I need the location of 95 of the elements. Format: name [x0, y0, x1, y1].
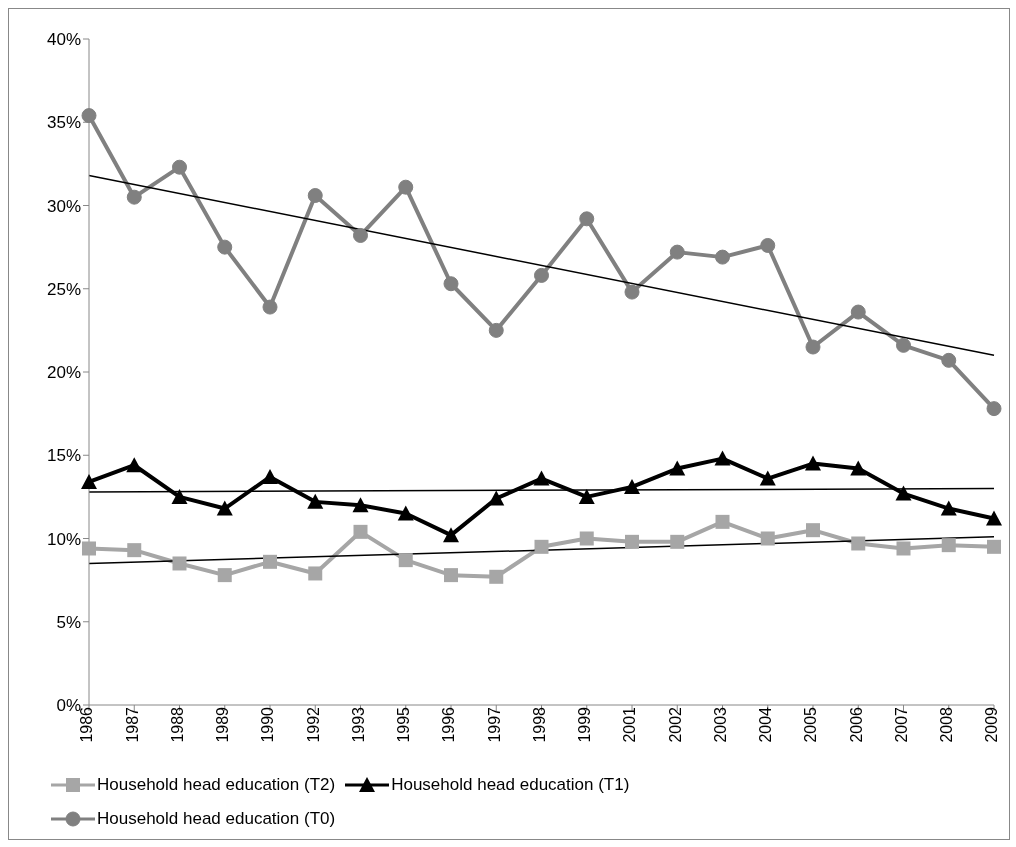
x-tick-label: 1998 — [530, 706, 548, 743]
point — [715, 249, 730, 265]
point — [217, 239, 233, 255]
point — [624, 478, 640, 494]
point — [805, 455, 821, 471]
point — [896, 541, 911, 556]
point — [82, 541, 96, 556]
point — [398, 553, 413, 568]
x-tick-label: 1997 — [485, 706, 503, 743]
point — [489, 569, 504, 584]
x-tick-label: 2004 — [757, 706, 775, 743]
point — [759, 470, 776, 486]
point — [534, 539, 549, 554]
point — [579, 211, 595, 227]
x-tick-label: 1992 — [304, 706, 322, 743]
x-tick-label: 2005 — [802, 706, 820, 743]
x-tick-label: 1989 — [214, 706, 232, 743]
point — [444, 568, 458, 583]
point — [171, 488, 188, 504]
point — [760, 531, 775, 546]
point — [443, 527, 459, 543]
point — [986, 401, 1002, 417]
point — [986, 510, 1002, 526]
y-tick-label: 15% — [46, 446, 81, 466]
legend-label: Household head education (T1) — [391, 775, 630, 795]
point — [895, 485, 912, 501]
point — [262, 468, 278, 484]
point — [307, 188, 323, 204]
point — [127, 543, 142, 558]
point — [216, 500, 233, 516]
y-tick-label: 20% — [46, 363, 81, 383]
x-tick-label: 2002 — [666, 706, 684, 743]
x-tick-label: 2006 — [847, 706, 865, 743]
point — [307, 493, 324, 509]
x-tick-label: 2008 — [938, 706, 956, 743]
point — [81, 473, 97, 489]
x-tick-label: 1993 — [349, 706, 367, 743]
point — [263, 554, 277, 569]
point — [81, 108, 97, 124]
point — [217, 568, 232, 583]
point — [172, 556, 187, 571]
point — [850, 460, 867, 476]
point — [896, 337, 911, 353]
x-tick-label: 1988 — [168, 706, 186, 743]
point — [670, 534, 685, 549]
point — [850, 304, 866, 320]
point — [353, 524, 368, 539]
x-tick-label: 1999 — [576, 706, 594, 743]
point — [397, 505, 414, 521]
point — [624, 284, 640, 300]
point — [715, 514, 730, 529]
legend-label: Household head education (T2) — [97, 775, 336, 795]
point — [941, 538, 956, 553]
point — [669, 244, 685, 260]
y-tick-label: 0% — [56, 696, 81, 716]
point — [352, 497, 369, 513]
point — [488, 322, 504, 338]
y-tick-label: 25% — [46, 279, 81, 299]
point — [262, 299, 278, 315]
y-tick-label: 5% — [56, 612, 81, 632]
point — [806, 523, 820, 538]
point — [760, 237, 776, 253]
point — [851, 536, 866, 551]
point — [534, 267, 549, 283]
point — [578, 488, 595, 504]
point — [172, 159, 187, 175]
point — [126, 189, 142, 205]
point — [488, 490, 505, 506]
point — [353, 227, 368, 243]
point — [443, 276, 459, 292]
point — [940, 500, 957, 516]
point — [625, 534, 639, 549]
y-tick-label: 35% — [46, 113, 81, 133]
point — [805, 339, 821, 355]
x-tick-label: 1987 — [123, 706, 141, 743]
y-tick-label: 40% — [46, 30, 81, 50]
y-tick-label: 10% — [46, 529, 81, 549]
legend-label: Household head education (T0) — [97, 809, 336, 829]
y-tick-label: 30% — [46, 196, 81, 216]
point — [714, 450, 731, 466]
point — [987, 539, 1001, 554]
point — [126, 457, 143, 473]
x-tick-label: 2001 — [621, 706, 639, 743]
point — [941, 352, 957, 368]
point — [308, 566, 323, 581]
point — [669, 460, 686, 476]
x-tick-label: 2009 — [983, 706, 1001, 743]
x-tick-label: 1995 — [395, 706, 413, 743]
x-tick-label: 1996 — [440, 706, 458, 743]
point — [398, 179, 414, 195]
point — [579, 531, 594, 546]
x-tick-label: 2003 — [711, 706, 729, 743]
x-tick-label: 2007 — [892, 706, 910, 743]
point — [533, 470, 550, 486]
x-tick-label: 1990 — [259, 706, 277, 743]
